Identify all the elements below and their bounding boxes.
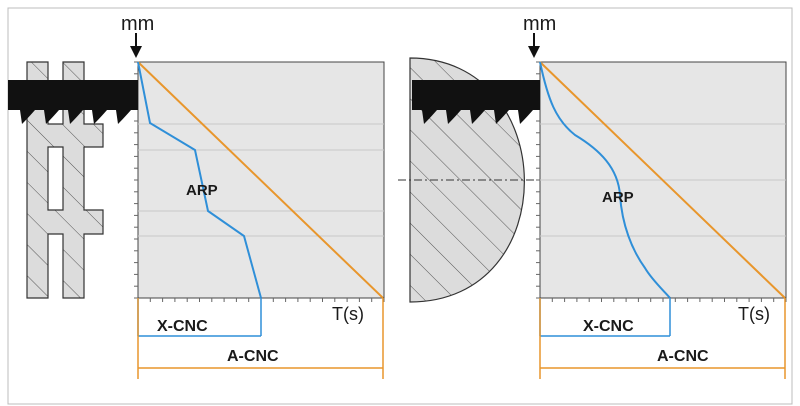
- right-a-cnc-label: A-CNC: [657, 348, 709, 365]
- right-a-cnc-bracket: [539, 298, 786, 379]
- right-y-ticks: [536, 61, 540, 299]
- left-a-cnc-label: A-CNC: [227, 348, 279, 365]
- left-gridlines: [138, 123, 384, 237]
- left-a-cnc-bracket: [137, 298, 384, 379]
- right-a-cnc-line: [539, 61, 786, 299]
- right-axis-unit-label: mm: [523, 13, 556, 35]
- right-x-ticks: [539, 298, 787, 302]
- right-time-axis-label: T(s): [738, 304, 770, 324]
- left-saw-blade: [8, 80, 138, 124]
- left-x-cnc-label: X-CNC: [157, 318, 208, 335]
- left-axis-unit-label: mm: [121, 13, 154, 35]
- left-arp-curve: [137, 61, 262, 299]
- left-arp-label: ARP: [186, 182, 218, 199]
- left-panel: mm ARP T(s) X-CNC A-CNC: [8, 13, 385, 379]
- left-a-cnc-line: [137, 61, 384, 299]
- right-panel: mm ARP T(s) X-CNC A-CNC: [398, 13, 787, 379]
- right-arp-curve: [539, 61, 671, 299]
- left-x-ticks: [137, 298, 385, 302]
- left-time-axis-label: T(s): [332, 304, 364, 324]
- right-arp-label: ARP: [602, 189, 634, 206]
- right-saw-blade: [412, 80, 540, 124]
- right-x-cnc-label: X-CNC: [583, 318, 634, 335]
- figure-frame: [7, 7, 793, 405]
